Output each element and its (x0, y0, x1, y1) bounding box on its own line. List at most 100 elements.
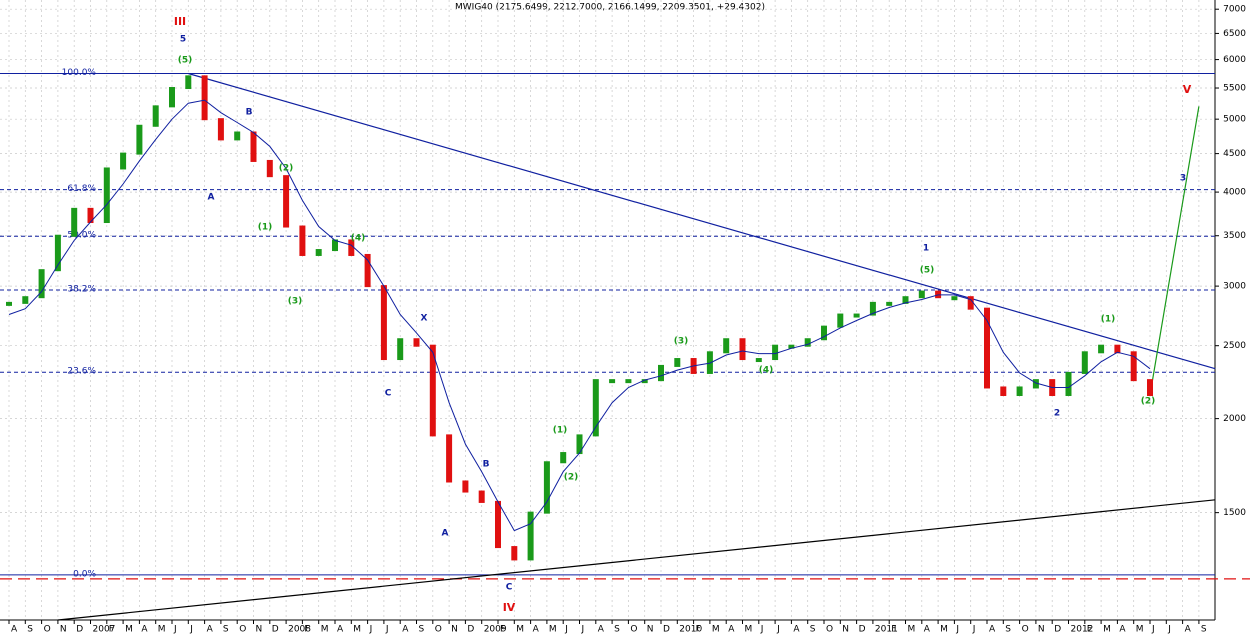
x-tick-label: J (955, 625, 959, 635)
candle (1098, 344, 1105, 354)
wave-label: (2) (1141, 397, 1156, 407)
wave-label: III (174, 15, 186, 28)
candle (935, 290, 942, 299)
moving-average (8, 99, 1151, 532)
x-tick-label: 2008 (288, 625, 311, 635)
candle (1130, 351, 1137, 382)
trend-line (57, 499, 1216, 621)
y-tick-label: 2500 (1223, 341, 1246, 351)
wave-label: B (246, 108, 253, 118)
y-tick-label: 5500 (1223, 84, 1246, 94)
candle (1032, 379, 1039, 389)
x-tick-label: 2007 (93, 625, 116, 635)
candle (446, 434, 453, 483)
x-tick-label: D (272, 625, 279, 635)
x-tick-label: O (1022, 625, 1029, 635)
candle (250, 131, 257, 162)
candle (152, 105, 159, 127)
candle (315, 249, 322, 256)
candle (674, 358, 681, 367)
candle (1114, 344, 1121, 354)
x-tick-label: S (1201, 625, 1207, 635)
wave-label: A (208, 193, 215, 203)
x-tick-label: S (223, 625, 229, 635)
x-tick-label: N (1038, 625, 1045, 635)
candle (217, 118, 224, 141)
wave-label: C (385, 389, 392, 399)
x-tick-label: A (11, 625, 18, 635)
x-tick-label: J (972, 625, 976, 635)
candle (54, 234, 61, 272)
candle (87, 207, 94, 224)
y-tick-label: 3000 (1223, 282, 1246, 292)
candle (527, 511, 534, 561)
x-tick-label: N (451, 625, 458, 635)
x-tick-label: J (173, 625, 177, 635)
candle (739, 338, 746, 361)
candle (6, 301, 12, 306)
candle (821, 325, 827, 341)
x-tick-label: J (760, 625, 764, 635)
candle (1016, 386, 1023, 396)
candle (364, 253, 371, 288)
candle (299, 225, 306, 256)
x-tick-label: A (793, 625, 800, 635)
candle (348, 239, 355, 256)
x-tick-label: A (1119, 625, 1126, 635)
x-tick-label: N (842, 625, 849, 635)
fib-label: 38.2% (67, 284, 96, 294)
x-tick-label: D (1054, 625, 1061, 635)
candle (755, 358, 762, 363)
x-tick-label: M (940, 625, 948, 635)
x-tick-label: O (239, 625, 246, 635)
x-tick-label: A (598, 625, 605, 635)
x-tick-label: A (207, 625, 214, 635)
x-tick-label: S (810, 625, 816, 635)
x-tick-label: J (581, 625, 585, 635)
x-tick-label: M (745, 625, 753, 635)
x-tick-label: M (1103, 625, 1111, 635)
wave-label: (5) (920, 266, 935, 276)
candle (462, 480, 469, 493)
x-tick-label: O (44, 625, 51, 635)
candle (169, 87, 175, 108)
x-tick-label: J (385, 625, 389, 635)
candle (984, 307, 990, 389)
candle (397, 338, 404, 361)
fib-label: 0.0% (73, 569, 96, 579)
x-tick-label: F (109, 625, 114, 635)
x-tick-label: D (76, 625, 83, 635)
wave-label: X (421, 314, 428, 324)
trend-line (1149, 106, 1200, 396)
chart-title: MWIG40 (2175.6499, 2212.7000, 2166.1499,… (455, 3, 765, 13)
x-tick-label: J (1167, 625, 1171, 635)
candle (1081, 351, 1088, 374)
fib-label: 100.0% (62, 68, 97, 78)
x-tick-label: A (924, 625, 931, 635)
candle (332, 239, 338, 252)
candle (804, 338, 811, 347)
candle (1147, 379, 1153, 396)
candle (641, 379, 648, 384)
x-tick-label: M (125, 625, 133, 635)
wave-label: V (1183, 83, 1192, 96)
x-tick-label: M (1136, 625, 1144, 635)
wave-label: (4) (351, 234, 366, 244)
candle (951, 296, 958, 301)
wave-label: (1) (1101, 315, 1116, 325)
candle (658, 364, 664, 382)
x-tick-label: F (696, 625, 701, 635)
x-tick-label: A (141, 625, 148, 635)
wave-label: IV (503, 601, 516, 614)
x-tick-label: S (419, 625, 425, 635)
x-tick-label: M (158, 625, 166, 635)
x-tick-label: D (663, 625, 670, 635)
x-tick-label: F (304, 625, 309, 635)
wave-label: (3) (674, 337, 689, 347)
y-tick-label: 3500 (1223, 231, 1246, 241)
x-tick-label: M (353, 625, 361, 635)
x-tick-label: M (549, 625, 557, 635)
x-tick-label: J (564, 625, 568, 635)
